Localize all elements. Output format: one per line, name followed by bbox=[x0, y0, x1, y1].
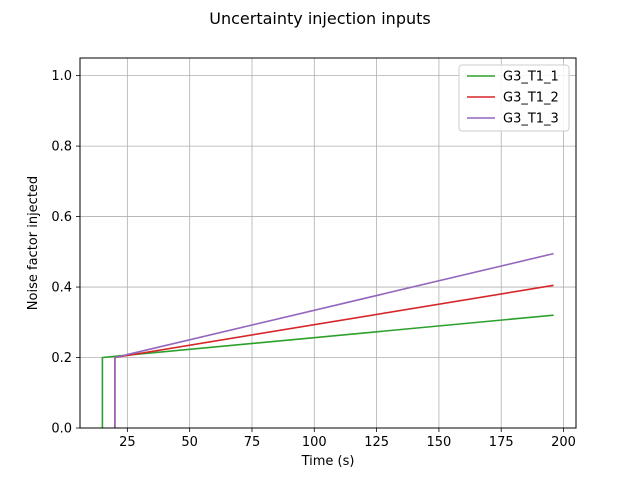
x-tick-label: 150 bbox=[427, 435, 452, 450]
series-line-1 bbox=[101, 314, 554, 428]
x-tick-label: 75 bbox=[244, 435, 261, 450]
legend-entry: G3_T1_3 bbox=[503, 112, 559, 127]
series-line-3 bbox=[114, 252, 554, 428]
chart-title: Uncertainty injection inputs bbox=[209, 9, 430, 28]
legend-entry: G3_T1_2 bbox=[503, 91, 559, 106]
x-tick-label: 100 bbox=[302, 435, 327, 450]
legend-box bbox=[458, 64, 570, 132]
x-tick-label: 50 bbox=[181, 435, 198, 450]
y-tick-label: 0.2 bbox=[51, 351, 72, 366]
series-layer bbox=[101, 252, 554, 428]
y-axis-label: Noise factor injected bbox=[26, 176, 41, 310]
x-tick-label: 25 bbox=[119, 435, 136, 450]
x-tick-label: 125 bbox=[364, 435, 389, 450]
x-axis-label: Time (s) bbox=[301, 454, 355, 469]
y-tick-label: 0.8 bbox=[51, 140, 72, 155]
y-tick-label: 0.6 bbox=[51, 210, 72, 225]
ticks: 25 50 75 100 125 150 175 200 0.0 0.2 0.4 0.6 0.8 1.0 bbox=[51, 69, 576, 450]
y-tick-label: 0.0 bbox=[51, 422, 72, 437]
legend: G3_T1_1 G3_T1_2 G3_T1_3 bbox=[458, 64, 570, 132]
y-tick-label: 1.0 bbox=[51, 69, 72, 84]
plot-frame bbox=[79, 57, 577, 429]
x-tick-label: 200 bbox=[551, 435, 576, 450]
x-tick-label: 175 bbox=[489, 435, 514, 450]
legend-entry: G3_T1_1 bbox=[503, 70, 559, 85]
y-tick-label: 0.4 bbox=[51, 281, 72, 296]
